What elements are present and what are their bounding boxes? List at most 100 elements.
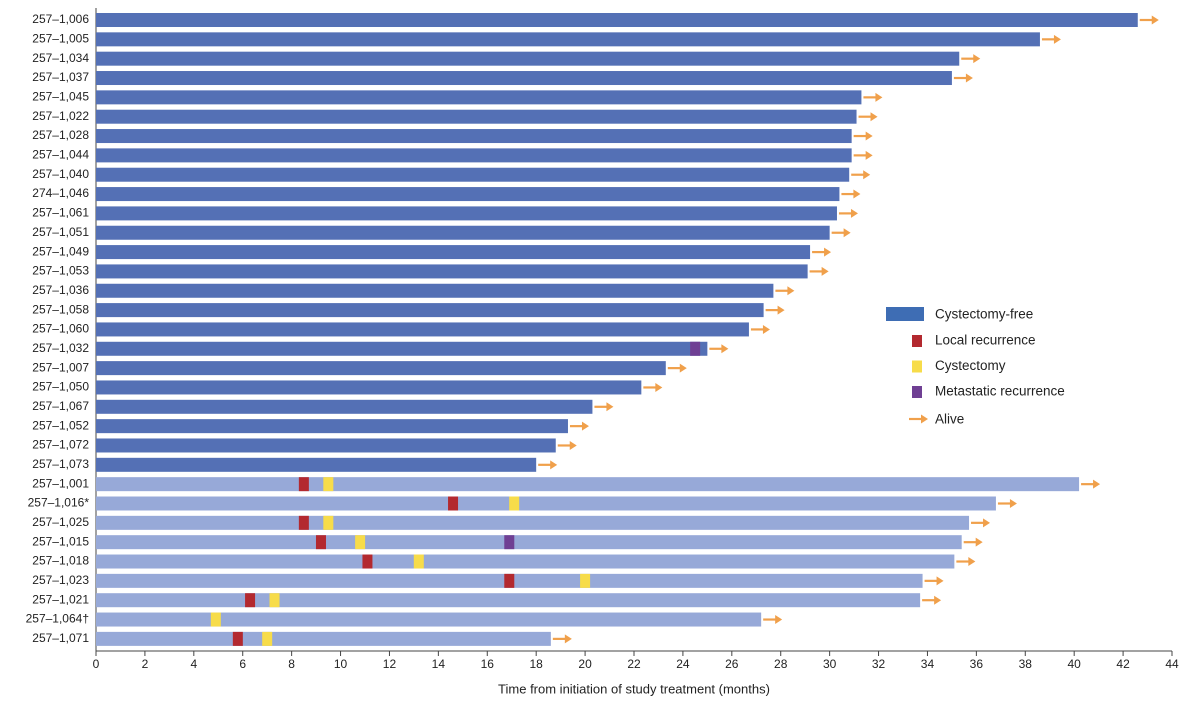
y-tick-label: 257–1,001: [32, 476, 89, 490]
arrow-head: [821, 266, 829, 276]
arrow-head: [824, 247, 832, 257]
y-tick-label: 257–1,036: [32, 283, 89, 297]
bar: [96, 496, 996, 511]
y-tick-label: 257–1,067: [32, 399, 89, 413]
arrow-head: [983, 518, 991, 528]
legend-label: Metastatic recurrence: [935, 384, 1065, 399]
bar: [96, 109, 857, 124]
x-tick-label: 42: [1116, 657, 1130, 671]
bar: [96, 283, 774, 298]
arrow-head: [975, 537, 983, 547]
y-tick-label: 257–1,053: [32, 264, 89, 278]
y-tick-label: 257–1,007: [32, 360, 89, 374]
bar: [96, 457, 537, 472]
x-tick-label: 8: [288, 657, 295, 671]
event-marker: [448, 496, 459, 511]
arrow-head: [875, 92, 883, 102]
alive-arrow: [956, 557, 976, 567]
event-marker: [269, 593, 280, 608]
bar: [96, 438, 556, 453]
alive-arrow: [594, 402, 614, 412]
alive-arrow: [538, 460, 558, 470]
arrow-head: [721, 344, 729, 354]
legend-label: Cystectomy-free: [935, 307, 1033, 322]
alive-arrow: [1139, 15, 1159, 25]
arrow-head: [581, 421, 589, 431]
event-marker: [362, 554, 373, 569]
y-tick-label: 257–1,037: [32, 70, 89, 84]
legend-swatch: [912, 335, 922, 347]
bar: [96, 148, 852, 163]
arrow-head: [762, 324, 770, 334]
arrow-head: [777, 305, 785, 315]
arrow-head: [843, 228, 851, 238]
arrow-head: [550, 460, 558, 470]
legend-label: Cystectomy: [935, 358, 1006, 373]
y-tick-label: 257–1,032: [32, 341, 89, 355]
legend-swatch: [886, 307, 924, 321]
alive-arrow: [997, 499, 1017, 508]
alive-arrow: [765, 305, 785, 315]
alive-arrow: [858, 112, 878, 122]
legend-label: Alive: [935, 412, 964, 427]
y-tick-label: 257–1,016*: [28, 496, 90, 510]
event-marker: [232, 631, 243, 646]
bar: [96, 341, 708, 356]
bar: [96, 477, 1080, 492]
y-tick-label: 257–1,028: [32, 128, 89, 142]
event-marker: [245, 593, 256, 608]
bar: [96, 187, 840, 202]
arrow-head: [934, 595, 942, 605]
bar: [96, 13, 1138, 27]
alive-arrow: [924, 576, 944, 586]
alive-arrow: [552, 634, 572, 644]
y-tick-label: 257–1,049: [32, 244, 89, 258]
x-tick-label: 40: [1068, 657, 1082, 671]
alive-arrow: [557, 440, 577, 450]
x-tick-label: 10: [334, 657, 348, 671]
alive-arrow: [569, 421, 589, 431]
event-marker: [298, 515, 309, 530]
x-tick-label: 2: [142, 657, 149, 671]
x-tick-label: 14: [432, 657, 446, 671]
y-tick-label: 257–1,051: [32, 225, 89, 239]
bar: [96, 631, 551, 646]
alive-arrow: [763, 615, 783, 625]
bar: [96, 167, 850, 182]
y-tick-label: 257–1,050: [32, 380, 89, 394]
bar: [96, 32, 1040, 47]
alive-arrow: [851, 170, 871, 180]
arrow-head: [865, 131, 873, 141]
bar: [96, 380, 642, 395]
x-tick-label: 24: [676, 657, 690, 671]
arrow-head: [1053, 34, 1061, 44]
event-marker: [504, 573, 515, 588]
bar: [96, 612, 762, 627]
x-tick-label: 44: [1165, 657, 1179, 671]
event-marker: [690, 341, 701, 356]
alive-arrow: [922, 595, 942, 605]
alive-arrow: [909, 414, 928, 424]
x-tick-label: 30: [823, 657, 837, 671]
bar: [96, 206, 837, 221]
y-tick-label: 257–1,061: [32, 206, 89, 220]
arrow-head: [965, 73, 973, 83]
y-tick-label: 257–1,022: [32, 109, 89, 123]
y-tick-label: 257–1,040: [32, 167, 89, 181]
alive-arrow: [709, 344, 729, 354]
bar: [96, 554, 955, 569]
alive-arrow: [809, 266, 829, 276]
y-tick-label: 274–1,046: [32, 186, 89, 200]
alive-arrow: [831, 228, 851, 238]
event-marker: [580, 573, 591, 588]
bar: [96, 303, 764, 318]
bar: [96, 71, 952, 86]
bar: [96, 515, 970, 530]
arrow-head: [569, 440, 577, 450]
arrow-head: [679, 363, 687, 373]
bar: [96, 225, 830, 240]
bar: [96, 361, 666, 376]
y-tick-label: 257–1,071: [32, 631, 89, 645]
x-tick-label: 12: [383, 657, 397, 671]
x-tick-label: 26: [725, 657, 739, 671]
